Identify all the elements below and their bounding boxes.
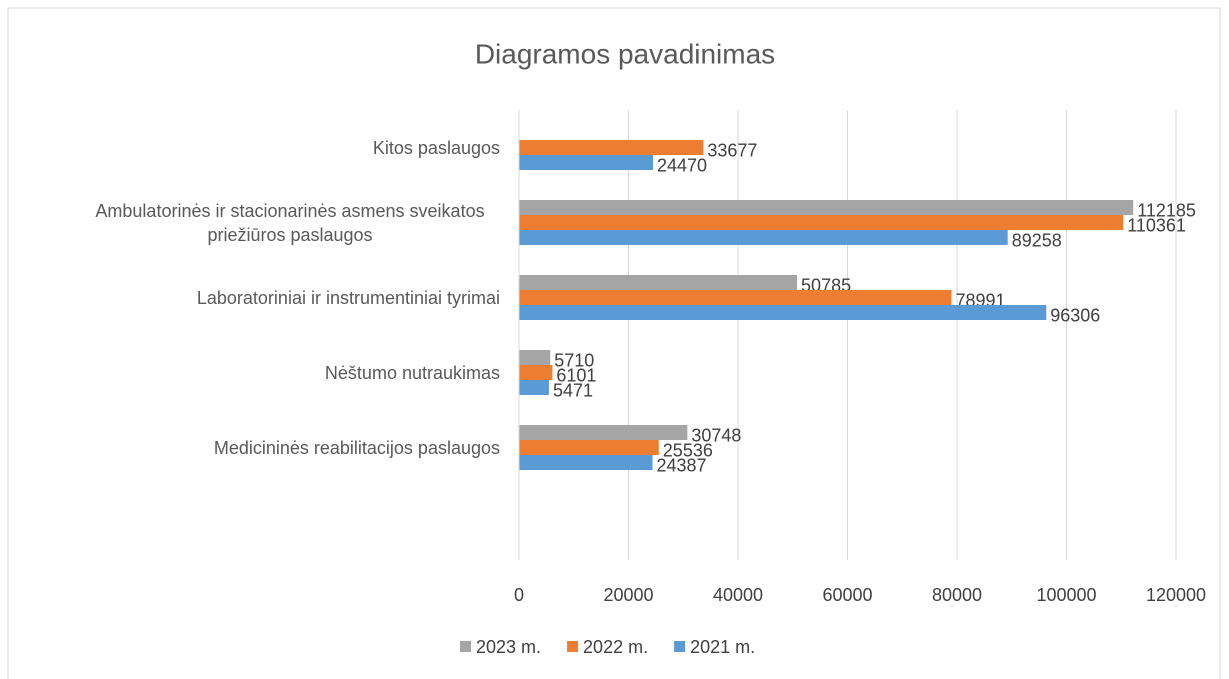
bar xyxy=(519,155,653,170)
y-tick-label: Medicininės reabilitacijos paslaugos xyxy=(213,437,500,458)
bar xyxy=(519,440,659,455)
x-tick-label: 120000 xyxy=(1146,585,1206,605)
bar xyxy=(519,425,688,440)
data-label: 5710 xyxy=(554,350,594,370)
bar xyxy=(519,365,553,380)
bar xyxy=(519,455,653,470)
bar xyxy=(519,140,704,155)
x-tick-label: 20000 xyxy=(603,585,653,605)
y-tick-label: Nėštumo nutraukimas xyxy=(324,362,500,383)
bar xyxy=(519,275,798,290)
bar xyxy=(519,305,1047,320)
legend-label: 2023 m. xyxy=(476,637,541,657)
data-label: 5471 xyxy=(553,380,593,400)
bar xyxy=(519,200,1134,215)
chart-border xyxy=(7,7,1221,679)
y-tick-label-box: Ambulatorinės ir stacionarinės asmens sv… xyxy=(80,199,500,247)
data-label: 89258 xyxy=(1012,230,1062,250)
y-tick-label-box: Laboratoriniai ir instrumentiniai tyrima… xyxy=(197,286,500,310)
data-label: 112185 xyxy=(1137,200,1196,220)
data-label: 6101 xyxy=(556,365,596,385)
x-tick-label: 40000 xyxy=(713,585,763,605)
data-label: 25536 xyxy=(663,440,713,460)
x-tick-label: 100000 xyxy=(1036,585,1096,605)
y-tick-label-box: Nėštumo nutraukimas xyxy=(325,361,500,385)
bar xyxy=(519,380,549,395)
x-tick-label: 60000 xyxy=(822,585,872,605)
data-label: 30748 xyxy=(691,425,741,445)
legend-swatch xyxy=(460,641,471,652)
x-tick-label: 0 xyxy=(514,585,524,605)
y-tick-label-box: Medicininės reabilitacijos paslaugos xyxy=(214,436,500,460)
bar xyxy=(519,350,551,365)
chart-title: Diagramos pavadinimas xyxy=(475,38,775,69)
y-tick-label: Laboratoriniai ir instrumentiniai tyrima… xyxy=(196,287,500,308)
legend-label: 2022 m. xyxy=(583,637,648,657)
y-tick-label-box: Kitos paslaugos xyxy=(373,136,500,160)
x-tick-label: 80000 xyxy=(932,585,982,605)
legend-label: 2021 m. xyxy=(690,637,755,657)
data-label: 110361 xyxy=(1127,215,1186,235)
bar xyxy=(519,290,952,305)
y-tick-label: Kitos paslaugos xyxy=(372,137,500,158)
data-label: 96306 xyxy=(1050,305,1100,325)
y-tick-label: Ambulatorinės ir stacionarinės asmens sv… xyxy=(95,200,485,245)
legend-swatch xyxy=(567,641,579,652)
legend-swatch xyxy=(674,641,686,652)
data-label: 24387 xyxy=(657,455,707,475)
data-label: 24470 xyxy=(657,155,707,175)
data-label: 33677 xyxy=(707,140,757,160)
bar xyxy=(519,215,1124,230)
bar xyxy=(519,230,1008,245)
